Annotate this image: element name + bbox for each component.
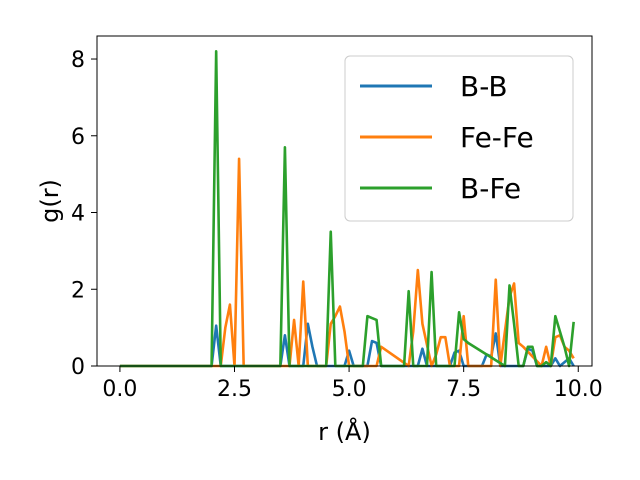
x-tick-label: 10.0 — [554, 377, 603, 402]
x-tick-label: 7.5 — [446, 377, 481, 402]
legend-label-b-fe: B-Fe — [460, 172, 521, 205]
x-axis-ticks: 0.0 2.5 5.0 7.5 10.0 — [102, 366, 603, 402]
y-axis-label: g(r) — [36, 179, 64, 223]
y-tick-label: 2 — [71, 278, 85, 303]
legend: B-B Fe-Fe B-Fe — [344, 55, 574, 222]
x-tick-label: 0.0 — [102, 377, 137, 402]
y-tick-label: 8 — [71, 48, 85, 73]
y-tick-label: 6 — [71, 125, 85, 150]
x-axis-label: r (Å) — [318, 417, 371, 446]
y-axis-ticks: 0 2 4 6 8 — [71, 48, 97, 380]
y-tick-label: 0 — [71, 355, 85, 380]
y-tick-label: 4 — [71, 202, 85, 227]
legend-box — [344, 55, 574, 222]
axes-frame — [96, 35, 593, 367]
legend-label-fe-fe: Fe-Fe — [460, 121, 534, 154]
x-tick-label: 5.0 — [332, 377, 367, 402]
x-tick-label: 2.5 — [217, 377, 252, 402]
legend-label-b-b: B-B — [460, 70, 508, 103]
